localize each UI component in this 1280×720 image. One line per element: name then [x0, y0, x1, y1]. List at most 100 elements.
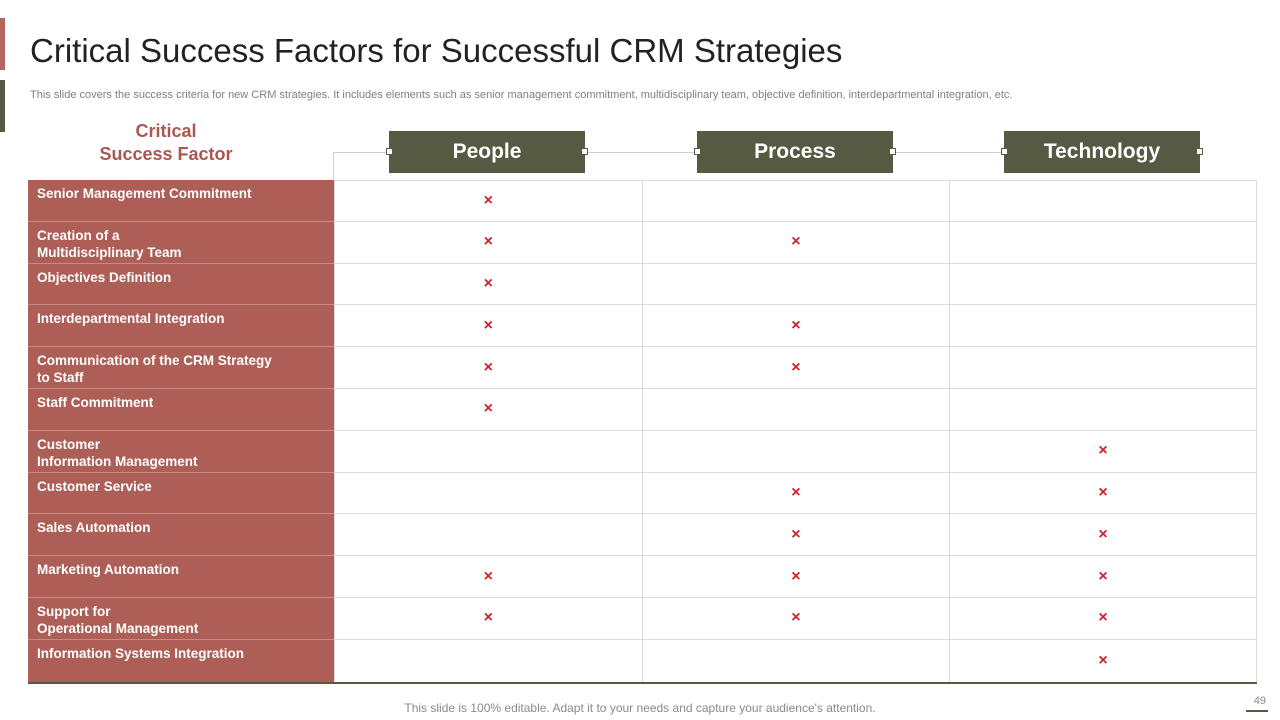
table-cell: × [334, 305, 642, 348]
cross-mark-icon: × [483, 316, 493, 334]
table-cell: × [641, 305, 950, 348]
table-cell [334, 430, 642, 473]
table-cell: × [334, 556, 642, 598]
table-cell: × [641, 221, 950, 264]
row-label-line: Operational Management [37, 620, 199, 636]
header-connector-vline [333, 152, 334, 180]
column-header-label: Technology [1043, 140, 1161, 163]
table-row: Sales Automation × × [28, 514, 1257, 557]
row-label: Sales Automation [28, 514, 334, 557]
table-cell: × [334, 347, 642, 389]
table-cell: × [949, 597, 1257, 640]
cross-mark-icon: × [1098, 567, 1108, 585]
success-factor-table: Senior Management Commitment × Creation of… [28, 180, 1257, 684]
table-row: Marketing Automation × × × [28, 556, 1257, 598]
table-row: Staff Commitment × [28, 388, 1257, 431]
table-row: Creation of a Multidisciplinary Team × × [28, 221, 1257, 264]
table-row: Customer Information Management × [28, 430, 1257, 473]
table-row: Objectives Definition × [28, 263, 1257, 306]
slide-footer: This slide is 100% editable. Adapt it to… [404, 701, 876, 715]
row-label-line: Staff Commitment [37, 394, 154, 410]
cross-mark-icon: × [1098, 525, 1108, 543]
row-label-line: Multidisciplinary Team [37, 244, 182, 260]
row-label-line: Senior Management Commitment [37, 186, 252, 201]
row-header-line-2: Success Factor [99, 144, 233, 164]
page-number-underline [1246, 710, 1268, 712]
row-label: Interdepartmental Integration [28, 305, 334, 348]
row-label: Information Systems Integration [28, 639, 334, 682]
row-label: Support for Operational Management [28, 597, 334, 640]
table-row: Interdepartmental Integration × × [28, 305, 1257, 348]
row-label-line: Customer Service [37, 478, 152, 494]
table-row: Senior Management Commitment × [28, 180, 1257, 222]
cross-mark-icon: × [791, 233, 801, 251]
row-label: Customer Service [28, 472, 334, 515]
row-label-line: Information Management [37, 453, 198, 469]
cross-mark-icon: × [483, 233, 493, 251]
column-header-label: Process [754, 140, 836, 163]
cross-mark-icon: × [483, 191, 493, 209]
row-label-line: Marketing Automation [37, 562, 180, 578]
accent-bar-bottom [0, 80, 5, 132]
handle-icon [386, 148, 393, 155]
cross-mark-icon: × [791, 316, 801, 334]
table-cell [641, 430, 950, 473]
row-label-line: Objectives Definition [37, 269, 172, 285]
table-cell: × [949, 556, 1257, 598]
table-cell: × [641, 597, 950, 640]
table-cell: × [334, 263, 642, 306]
table-cell: × [334, 597, 642, 640]
cross-mark-icon: × [791, 609, 801, 627]
table-cell [334, 639, 642, 682]
row-label: Staff Commitment [28, 388, 334, 431]
table-cell [641, 639, 950, 682]
table-cell [334, 514, 642, 557]
page-number: 49 [1253, 695, 1266, 707]
column-header-people: People [386, 131, 588, 173]
cross-mark-icon: × [1098, 483, 1108, 501]
table-cell: × [641, 347, 950, 389]
table-cell [949, 221, 1257, 264]
table-cell [641, 180, 950, 222]
row-label: Marketing Automation [28, 556, 334, 598]
cross-mark-icon: × [791, 358, 801, 376]
table-row: Support for Operational Management × × × [28, 597, 1257, 640]
table-cell [949, 180, 1257, 222]
row-label-line: Information Systems Integration [37, 645, 245, 661]
table-cell: × [334, 388, 642, 431]
table-cell: × [334, 221, 642, 264]
slide-title: Critical Success Factors for Successful … [30, 32, 843, 69]
row-label: Customer Information Management [28, 430, 334, 473]
handle-icon [889, 148, 896, 155]
cross-mark-icon: × [791, 525, 801, 543]
table-cell [949, 263, 1257, 306]
table-cell: × [949, 472, 1257, 515]
column-header-process: Process [694, 131, 896, 173]
cross-mark-icon: × [791, 483, 801, 501]
row-label-line: Customer [37, 436, 101, 452]
handle-icon [1196, 148, 1203, 155]
table-cell [949, 388, 1257, 431]
cross-mark-icon: × [483, 400, 493, 418]
column-header-technology: Technology [1001, 131, 1203, 173]
table-cell [641, 388, 950, 431]
table-cell: × [949, 430, 1257, 473]
table-cell [949, 347, 1257, 389]
table-row: Information Systems Integration × [28, 639, 1257, 682]
table-row: Customer Service × × [28, 472, 1257, 515]
row-label-line: Creation of a [37, 227, 120, 243]
handle-icon [1001, 148, 1008, 155]
cross-mark-icon: × [791, 567, 801, 585]
handle-icon [694, 148, 701, 155]
table-cell: × [949, 514, 1257, 557]
row-label-line: Communication of the CRM Strategy [37, 353, 272, 369]
slide-subtitle: This slide covers the success criteria f… [30, 89, 1013, 101]
table-cell: × [641, 472, 950, 515]
table-cell [641, 263, 950, 306]
cross-mark-icon: × [483, 358, 493, 376]
row-label-line: Sales Automation [37, 520, 151, 536]
column-header-label: People [452, 140, 522, 163]
row-label: Creation of a Multidisciplinary Team [28, 221, 334, 264]
table-cell: × [334, 180, 642, 222]
handle-icon [581, 148, 588, 155]
